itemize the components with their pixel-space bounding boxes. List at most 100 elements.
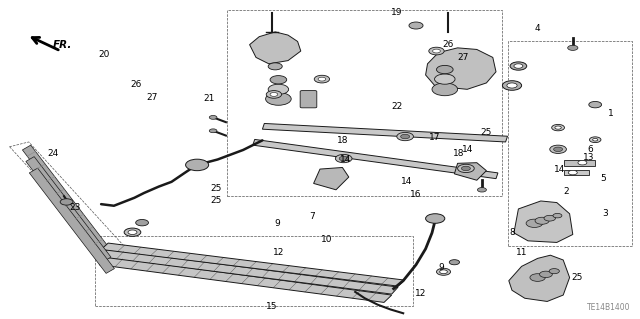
Circle shape <box>544 215 556 221</box>
Text: 14: 14 <box>401 177 412 186</box>
Text: 20: 20 <box>99 50 110 59</box>
Circle shape <box>432 83 458 96</box>
Text: 15: 15 <box>266 302 278 311</box>
Circle shape <box>535 217 549 224</box>
Circle shape <box>335 154 352 163</box>
Circle shape <box>270 76 287 84</box>
Circle shape <box>397 132 413 141</box>
Text: 18: 18 <box>453 149 465 158</box>
Circle shape <box>128 230 137 234</box>
Polygon shape <box>22 145 108 250</box>
Text: 10: 10 <box>321 235 332 244</box>
Text: 14: 14 <box>340 155 351 164</box>
Text: 14: 14 <box>461 145 473 154</box>
Circle shape <box>555 126 561 129</box>
Circle shape <box>268 63 282 70</box>
Circle shape <box>593 138 598 141</box>
Text: 1: 1 <box>609 109 614 118</box>
Circle shape <box>578 160 587 165</box>
Text: 26: 26 <box>131 80 142 89</box>
Text: 27: 27 <box>146 93 157 102</box>
Circle shape <box>477 188 486 192</box>
Text: 5: 5 <box>600 174 605 183</box>
Circle shape <box>426 214 445 223</box>
Circle shape <box>440 270 447 274</box>
Text: 24: 24 <box>47 149 59 158</box>
Circle shape <box>540 271 552 278</box>
Text: 18: 18 <box>337 136 348 145</box>
Circle shape <box>552 124 564 131</box>
Polygon shape <box>314 167 349 190</box>
Circle shape <box>266 91 282 98</box>
Polygon shape <box>426 48 496 89</box>
Text: 27: 27 <box>458 53 469 62</box>
Circle shape <box>526 219 543 227</box>
Circle shape <box>589 101 602 108</box>
Circle shape <box>60 199 73 205</box>
Circle shape <box>435 74 455 84</box>
Text: 12: 12 <box>273 248 284 256</box>
FancyBboxPatch shape <box>300 91 317 108</box>
Polygon shape <box>509 255 570 301</box>
Text: 25: 25 <box>481 128 492 137</box>
Circle shape <box>436 268 451 275</box>
Text: 2: 2 <box>564 187 569 196</box>
Polygon shape <box>29 168 115 273</box>
Text: 6: 6 <box>588 145 593 154</box>
Polygon shape <box>564 160 595 166</box>
Polygon shape <box>100 249 398 294</box>
Text: 3: 3 <box>602 209 607 218</box>
Polygon shape <box>250 32 301 64</box>
Circle shape <box>589 137 601 143</box>
Circle shape <box>433 49 440 53</box>
Polygon shape <box>253 139 498 179</box>
Circle shape <box>409 22 423 29</box>
Circle shape <box>458 164 474 173</box>
Text: 25: 25 <box>211 184 222 193</box>
Text: TE14B1400: TE14B1400 <box>587 303 630 312</box>
Circle shape <box>461 166 470 171</box>
Circle shape <box>124 228 141 236</box>
Text: 22: 22 <box>391 102 403 111</box>
Text: 23: 23 <box>70 203 81 212</box>
Text: 11: 11 <box>516 248 527 256</box>
Circle shape <box>318 77 326 81</box>
Circle shape <box>314 75 330 83</box>
Circle shape <box>436 65 453 74</box>
Polygon shape <box>99 257 392 302</box>
Circle shape <box>209 115 217 119</box>
Circle shape <box>514 64 523 68</box>
Text: 4: 4 <box>535 24 540 33</box>
Polygon shape <box>564 170 589 175</box>
Text: 12: 12 <box>415 289 426 298</box>
Polygon shape <box>26 157 111 262</box>
Circle shape <box>401 134 410 139</box>
Circle shape <box>266 93 291 105</box>
Circle shape <box>268 84 289 94</box>
Circle shape <box>507 83 517 88</box>
Text: 16: 16 <box>410 190 422 199</box>
Text: 21: 21 <box>204 94 215 103</box>
Circle shape <box>186 159 209 171</box>
Circle shape <box>568 170 577 175</box>
Polygon shape <box>101 243 404 286</box>
Circle shape <box>554 147 563 152</box>
Text: 9: 9 <box>439 263 444 272</box>
Text: 14: 14 <box>554 165 566 174</box>
Circle shape <box>339 156 348 161</box>
Text: 17: 17 <box>429 133 441 142</box>
Circle shape <box>550 145 566 153</box>
Circle shape <box>270 93 278 96</box>
Circle shape <box>568 45 578 50</box>
Circle shape <box>502 81 522 90</box>
Text: 9: 9 <box>275 219 280 228</box>
Circle shape <box>530 274 545 281</box>
Text: 25: 25 <box>572 273 583 282</box>
Text: 13: 13 <box>583 153 595 162</box>
Text: FR.: FR. <box>52 40 72 50</box>
Text: 8: 8 <box>509 228 515 237</box>
Text: 19: 19 <box>391 8 403 17</box>
Circle shape <box>549 269 559 274</box>
Circle shape <box>136 219 148 226</box>
Polygon shape <box>454 163 486 180</box>
